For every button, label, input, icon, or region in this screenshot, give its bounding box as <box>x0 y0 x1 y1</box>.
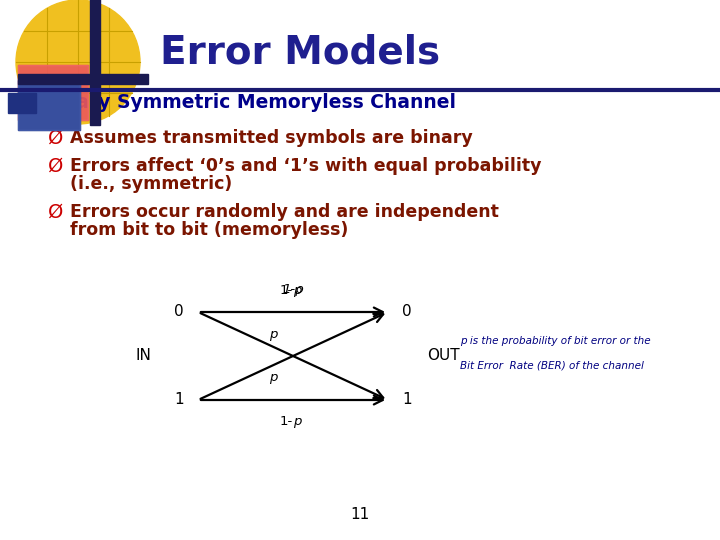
Text: Errors affect ‘0’s and ‘1’s with equal probability: Errors affect ‘0’s and ‘1’s with equal p… <box>70 157 541 175</box>
Text: Errors occur randomly and are independent: Errors occur randomly and are independen… <box>70 203 499 221</box>
Text: Error Models: Error Models <box>160 34 440 72</box>
Bar <box>18 74 148 84</box>
Text: p: p <box>269 328 278 341</box>
Text: p: p <box>293 415 302 428</box>
FancyBboxPatch shape <box>18 65 88 120</box>
Text: Ø: Ø <box>48 202 63 221</box>
Text: 1-: 1- <box>280 415 293 428</box>
Text: 11: 11 <box>351 507 369 522</box>
Text: 1-ρ: 1-ρ <box>282 283 304 296</box>
FancyBboxPatch shape <box>18 65 88 120</box>
Bar <box>90 0 100 125</box>
Text: 1-: 1- <box>280 284 293 297</box>
Text: from bit to bit (memoryless): from bit to bit (memoryless) <box>70 221 348 239</box>
Circle shape <box>16 0 140 124</box>
Bar <box>18 80 80 130</box>
Text: IN: IN <box>135 348 151 363</box>
Text: 1: 1 <box>402 393 412 408</box>
Text: Ø: Ø <box>48 157 63 176</box>
Text: p is the probability of bit error or the: p is the probability of bit error or the <box>460 336 651 346</box>
Text: 0: 0 <box>174 305 184 320</box>
Bar <box>18 80 80 130</box>
Text: OUT: OUT <box>427 348 459 363</box>
Text: Bit Error  Rate (BER) of the channel: Bit Error Rate (BER) of the channel <box>460 361 644 371</box>
Text: Assumes transmitted symbols are binary: Assumes transmitted symbols are binary <box>70 129 473 147</box>
Text: p: p <box>293 284 302 297</box>
Text: Ø: Ø <box>48 129 63 147</box>
Text: p: p <box>269 370 278 384</box>
Text: 1: 1 <box>174 393 184 408</box>
Text: 0: 0 <box>402 305 412 320</box>
Bar <box>8 93 36 113</box>
Text: (i.e., symmetric): (i.e., symmetric) <box>70 175 233 193</box>
Text: Binary Symmetric Memoryless Channel: Binary Symmetric Memoryless Channel <box>42 93 456 112</box>
